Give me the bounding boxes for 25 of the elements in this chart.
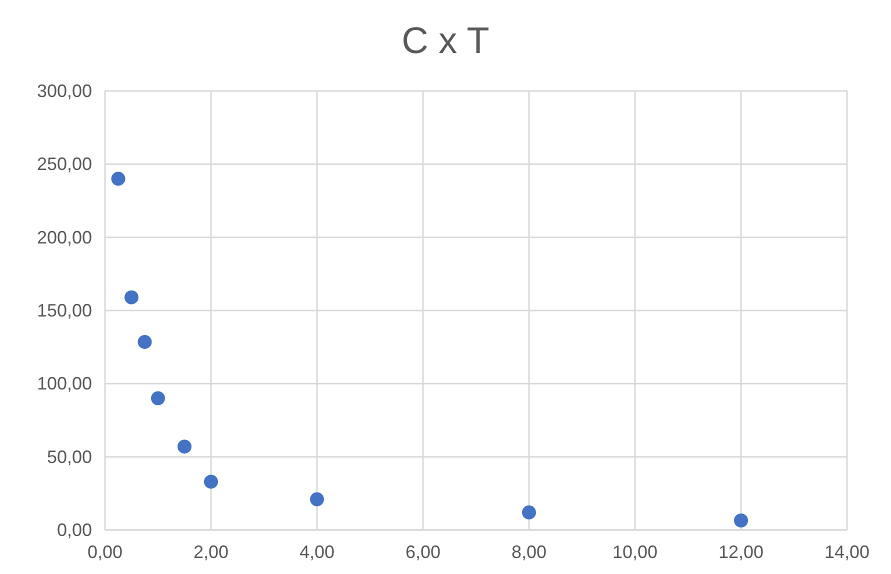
point xyxy=(310,492,324,506)
y-tick-label: 100,00 xyxy=(36,374,92,394)
point xyxy=(111,172,126,186)
y-tick-label: 300,00 xyxy=(36,81,92,101)
x-tick-label: 2,00 xyxy=(193,542,229,562)
point xyxy=(178,440,192,454)
point xyxy=(204,474,218,489)
point xyxy=(151,391,165,406)
y-tick-label: 0,00 xyxy=(56,520,92,540)
y-tick-label: 150,00 xyxy=(36,300,92,320)
point xyxy=(522,505,536,520)
x-tick-label: 8,00 xyxy=(511,542,547,562)
y-tick-label: 250,00 xyxy=(36,154,92,174)
x-tick-label: 12,00 xyxy=(718,542,764,562)
y-tick-label: 200,00 xyxy=(36,227,92,248)
x-tick-label: 4,00 xyxy=(299,542,335,562)
y-tick-label: 50,00 xyxy=(46,446,92,467)
point xyxy=(124,290,138,304)
chart-title: C x T xyxy=(402,20,490,61)
x-tick-label: 6,00 xyxy=(405,542,441,562)
point xyxy=(138,334,152,349)
x-tick-label: 0,00 xyxy=(87,542,123,562)
x-tick-label: 10,00 xyxy=(612,542,658,562)
x-tick-label: 14,00 xyxy=(824,542,870,562)
point xyxy=(734,514,748,528)
